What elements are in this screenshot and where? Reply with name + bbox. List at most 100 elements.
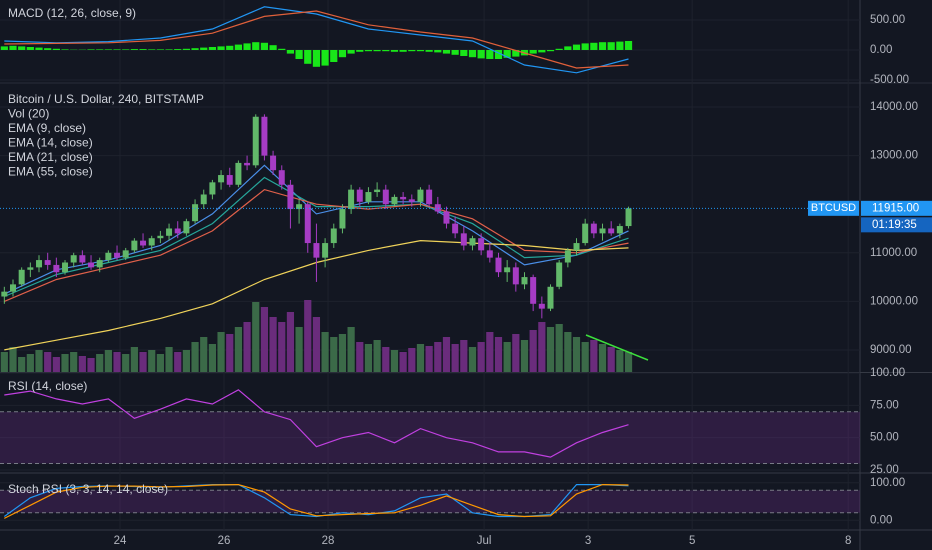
volume-bar: [200, 337, 208, 372]
volume-bar: [78, 356, 86, 372]
histogram-bar: [321, 49, 329, 66]
volume-bar: [616, 350, 624, 372]
volume-bar: [408, 348, 416, 372]
histogram-bar: [373, 49, 381, 52]
candle-body: [313, 243, 320, 258]
volume-bar: [226, 334, 234, 372]
histogram-bar: [460, 49, 468, 56]
histogram-bar: [382, 49, 390, 52]
candle-body: [79, 255, 86, 263]
candle-body: [582, 223, 589, 244]
volume-bar: [286, 312, 295, 372]
candle-body: [521, 277, 528, 285]
countdown-label: 01:19:35: [872, 219, 917, 231]
histogram-bar: [399, 49, 407, 52]
y-tick-label: 14000.00: [870, 101, 918, 113]
volume-bar: [581, 342, 589, 372]
volume-bar: [0, 352, 8, 372]
y-tick-label: 500.00: [870, 14, 905, 26]
candle-body: [625, 208, 632, 227]
histogram-bar: [572, 44, 581, 50]
x-tick-label: Jul: [477, 535, 492, 547]
candle-body: [1, 291, 8, 297]
volume-bar: [590, 340, 598, 372]
candle-body: [434, 204, 441, 212]
volume-bar: [390, 350, 399, 372]
candle-body: [96, 260, 103, 268]
histogram-bar: [139, 49, 147, 50]
histogram-bar: [538, 49, 546, 53]
symbol-label: BTCUSD: [811, 202, 856, 214]
volume-bar: [9, 347, 17, 372]
volume-bar: [494, 337, 503, 372]
candle-body: [244, 162, 251, 166]
volume-bar: [347, 327, 355, 372]
candle-body: [590, 223, 597, 234]
volume-bar: [252, 302, 260, 372]
volume-bar: [555, 324, 563, 372]
candle-body: [469, 238, 476, 246]
histogram-bar: [416, 49, 425, 52]
volume-bar: [512, 334, 520, 372]
pane-title: MACD (12, 26, close, 9): [8, 6, 136, 20]
candle-body: [304, 204, 311, 244]
histogram-bar: [87, 49, 95, 50]
volume-bar: [174, 352, 182, 372]
candle-body: [408, 199, 415, 202]
histogram-bar: [208, 46, 216, 50]
indicator-line: [4, 6, 629, 74]
indicator-line: [4, 188, 629, 302]
histogram-bar: [624, 40, 633, 50]
candle-body: [374, 189, 381, 193]
countdown-bg: [861, 217, 932, 233]
candle-body: [131, 240, 138, 251]
volume-bar: [122, 354, 130, 372]
candle-body: [382, 189, 389, 205]
histogram-bar: [295, 49, 303, 59]
histogram-bar: [104, 49, 112, 50]
histogram-bar: [243, 43, 251, 50]
legend-entry: Vol (20): [8, 107, 49, 121]
volume-bar: [130, 347, 138, 372]
volume-bar: [312, 317, 321, 372]
candle-body: [504, 267, 511, 273]
histogram-bar: [191, 48, 199, 50]
candle-body: [140, 240, 147, 246]
histogram-bar: [442, 49, 451, 54]
volume-bar: [338, 334, 347, 372]
candle-body: [460, 233, 467, 246]
histogram-bar: [312, 49, 321, 67]
histogram-bar: [616, 41, 624, 50]
candle-body: [348, 189, 355, 210]
x-tick-label: 3: [585, 535, 591, 547]
volume-bar: [399, 352, 407, 372]
indicator-line: [4, 389, 629, 458]
histogram-bar: [546, 49, 555, 52]
candle-body: [452, 223, 459, 234]
pane-title: RSI (14, close): [8, 379, 87, 393]
candle-body: [157, 235, 164, 239]
candle-body: [296, 204, 303, 210]
volume-bar: [529, 330, 537, 372]
candle-body: [556, 262, 563, 287]
volume-bar: [208, 344, 216, 372]
volume-bar: [451, 344, 459, 372]
volume-bar: [113, 352, 121, 372]
histogram-bar: [113, 49, 121, 50]
volume-bar: [304, 300, 312, 372]
volume-bar: [295, 327, 303, 372]
volume-bar: [564, 332, 572, 372]
histogram-bar: [598, 42, 607, 50]
histogram-bar: [286, 49, 295, 54]
histogram-bar: [234, 44, 243, 50]
candle-body: [339, 209, 346, 229]
candle-body: [287, 184, 294, 210]
volume-bar: [520, 340, 529, 372]
histogram-bar: [174, 49, 182, 50]
volume-bar: [546, 327, 555, 372]
y-tick-label: -500.00: [870, 74, 909, 86]
volume-bar: [598, 344, 607, 372]
volume-bar: [191, 342, 199, 372]
